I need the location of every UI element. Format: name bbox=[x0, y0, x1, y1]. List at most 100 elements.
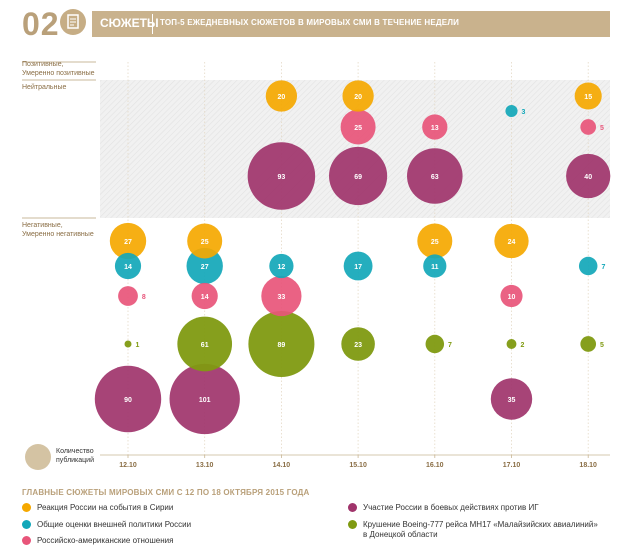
legend-item: Реакция России на события в Сирии bbox=[22, 503, 173, 513]
x-tick-label: 14.10 bbox=[273, 462, 291, 469]
series-isis-bubble bbox=[329, 146, 388, 206]
series-syria-bubble bbox=[574, 82, 602, 110]
series-isis-label: 69 bbox=[354, 174, 362, 181]
section-number: 02 bbox=[22, 6, 60, 42]
series-foreign-policy-label: 11 bbox=[431, 264, 439, 271]
series-syria-bubble bbox=[494, 223, 529, 259]
series-foreign-policy-bubble bbox=[423, 254, 447, 278]
legend-label: Общие оценки внешней политики России bbox=[37, 520, 192, 529]
series-us-relations-bubble bbox=[422, 114, 448, 140]
series-isis-bubble bbox=[247, 142, 316, 210]
series-syria-bubble bbox=[109, 222, 147, 260]
series-us-relations-bubble bbox=[191, 282, 218, 310]
series-mh17-bubble bbox=[124, 340, 132, 348]
series-isis-label: 35 bbox=[508, 397, 516, 404]
bubble-chart: Позитивные, Умеренно позитивные Нейтральны… bbox=[22, 61, 611, 470]
series-us-relations-label: 33 bbox=[278, 294, 286, 301]
legend-swatch bbox=[22, 536, 31, 545]
legend-label: Российско-американские отношения bbox=[37, 536, 174, 545]
series-syria-bubble bbox=[187, 223, 223, 259]
series-syria-bubble bbox=[417, 223, 453, 259]
series-foreign-policy-bubble bbox=[578, 256, 598, 276]
series-syria-label: 25 bbox=[431, 239, 439, 246]
size-legend-bubble bbox=[25, 444, 51, 470]
series-foreign-policy-bubble bbox=[269, 253, 294, 279]
zone-label-negative: Негативные, Умеренно негативные bbox=[22, 222, 94, 238]
series-us-relations-label: 25 bbox=[354, 125, 362, 132]
legend-item: Крушение Boeing-777 рейса MH17 «Малайзий… bbox=[348, 520, 598, 540]
legend-swatch bbox=[22, 520, 31, 529]
x-tick-label: 16.10 bbox=[426, 462, 444, 469]
banner-divider bbox=[152, 14, 153, 34]
legend-title: ГЛАВНЫЕ СЮЖЕТЫ МИРОВЫХ СМИ С 12 ПО 18 ОК… bbox=[22, 488, 310, 497]
series-us-relations-bubble bbox=[261, 275, 302, 317]
x-tick-label: 15.10 bbox=[349, 462, 367, 469]
series-syria-bubble bbox=[342, 80, 374, 112]
series-foreign-policy-bubble bbox=[186, 247, 223, 285]
series-foreign-policy-bubble bbox=[505, 104, 518, 118]
header: 02 СЮЖЕТЫ ТОП-5 ЕЖЕДНЕВНЫХ СЮЖЕТОВ В МИР… bbox=[0, 0, 620, 44]
legend-swatch bbox=[348, 503, 357, 512]
series-isis-bubble bbox=[94, 365, 162, 433]
series-foreign-policy-label: 17 bbox=[354, 264, 362, 271]
series-mh17-bubble bbox=[506, 339, 517, 349]
series-us-relations-bubble bbox=[500, 284, 523, 308]
series-syria-bubble bbox=[265, 80, 298, 112]
series-foreign-policy-label: 27 bbox=[201, 264, 209, 271]
series-mh17-bubble bbox=[341, 327, 375, 361]
legend-label: Участие России в боевых действиях против… bbox=[363, 503, 539, 512]
series-mh17-label: 61 bbox=[201, 342, 209, 349]
document-icon bbox=[60, 9, 86, 35]
series-us-relations-label: 5 bbox=[600, 125, 604, 132]
series-mh17-bubble bbox=[248, 310, 315, 378]
size-legend-label: Количество публикаций bbox=[56, 448, 94, 464]
x-tick-label: 17.10 bbox=[503, 462, 521, 469]
series-us-relations-bubble bbox=[118, 286, 138, 306]
zone-label-positive: Позитивные, Умеренно позитивные bbox=[22, 61, 95, 77]
series-isis-label: 40 bbox=[584, 174, 592, 181]
series-foreign-policy-label: 14 bbox=[124, 264, 132, 271]
series-mh17-label: 89 bbox=[278, 342, 286, 349]
series-syria-label: 24 bbox=[508, 239, 516, 246]
series-foreign-policy-label: 7 bbox=[601, 264, 605, 271]
series-mh17-label: 5 bbox=[600, 342, 604, 349]
series-us-relations-label: 13 bbox=[431, 125, 439, 132]
series-foreign-policy-bubble bbox=[114, 252, 142, 280]
header-banner bbox=[92, 11, 610, 37]
legend-item: Участие России в боевых действиях против… bbox=[348, 503, 539, 513]
series-isis-bubble bbox=[566, 153, 611, 199]
legend-label: Реакция России на события в Сирии bbox=[37, 503, 174, 512]
series-mh17-label: 2 bbox=[520, 342, 524, 349]
series-us-relations-bubble bbox=[340, 109, 376, 145]
series-mh17-label: 7 bbox=[448, 342, 452, 349]
series-mh17-bubble bbox=[425, 334, 445, 354]
series-syria-label: 25 bbox=[201, 239, 209, 246]
legend-swatch bbox=[348, 520, 357, 529]
series-us-relations-label: 10 bbox=[508, 294, 516, 301]
series-isis-bubble bbox=[407, 148, 463, 204]
series-mh17-bubble bbox=[580, 336, 597, 352]
series-isis-label: 101 bbox=[199, 397, 211, 404]
series-syria-label: 20 bbox=[278, 94, 286, 101]
series-syria-label: 27 bbox=[124, 239, 132, 246]
series-foreign-policy-label: 3 bbox=[522, 109, 526, 116]
series-foreign-policy-bubble bbox=[343, 251, 373, 281]
series-isis-bubble bbox=[169, 363, 240, 435]
series-us-relations-label: 14 bbox=[201, 294, 209, 301]
page-subtitle: ТОП-5 ЕЖЕДНЕВНЫХ СЮЖЕТОВ В МИРОВЫХ СМИ В… bbox=[160, 18, 460, 27]
series-mh17-bubble bbox=[177, 316, 233, 372]
series-syria-label: 20 bbox=[354, 94, 362, 101]
series-isis-label: 63 bbox=[431, 174, 439, 181]
series-isis-bubble bbox=[490, 378, 533, 420]
series-mh17-label: 23 bbox=[354, 342, 362, 349]
legend-item: Российско-американские отношения bbox=[22, 536, 173, 546]
series-syria-label: 15 bbox=[584, 94, 592, 101]
zone-label-neutral: Нейтральные bbox=[22, 83, 66, 91]
legend-label: Крушение Boeing-777 рейса MH17 «Малайзий… bbox=[363, 520, 598, 539]
series-us-relations-label: 8 bbox=[142, 294, 146, 301]
legend-swatch bbox=[22, 503, 31, 512]
x-tick-label: 13.10 bbox=[196, 462, 214, 469]
x-tick-label: 12.10 bbox=[119, 462, 137, 469]
series-foreign-policy-label: 12 bbox=[278, 264, 286, 271]
series-isis-label: 93 bbox=[278, 174, 286, 181]
